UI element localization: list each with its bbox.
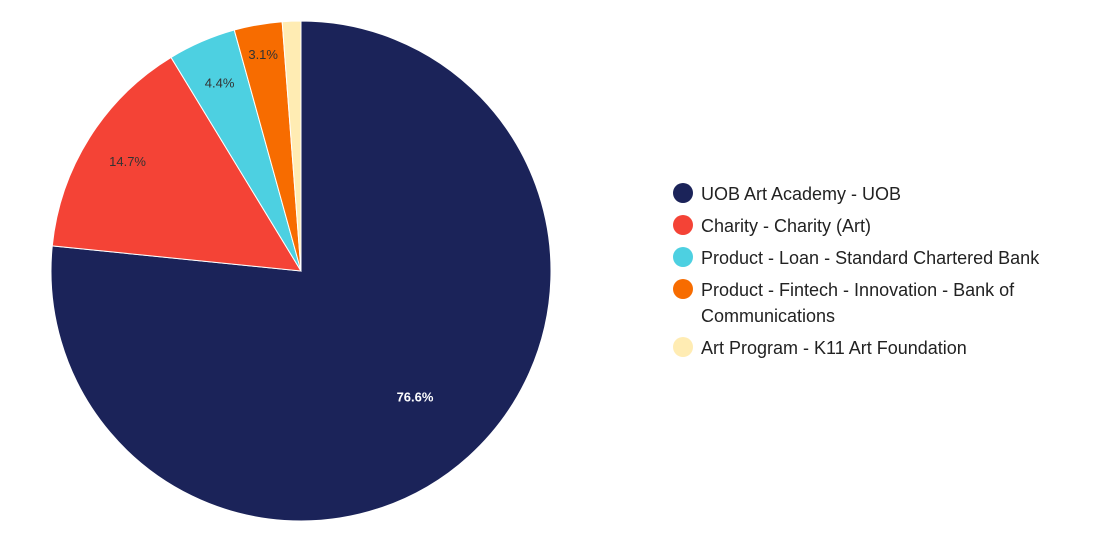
- legend-item-3[interactable]: Product - Fintech - Innovation - Bank of…: [673, 277, 1083, 329]
- legend-item-4[interactable]: Art Program - K11 Art Foundation: [673, 335, 1083, 361]
- legend-label: Charity - Charity (Art): [701, 216, 872, 236]
- legend-marker: [673, 215, 693, 235]
- pie-slice-4[interactable]: [281, 20, 302, 272]
- slice-label-3: 3.1%: [248, 47, 278, 62]
- slice-label-1: 14.7%: [109, 154, 146, 169]
- legend-label: UOB Art Academy - UOB: [701, 184, 902, 204]
- legend-item-1[interactable]: Charity - Charity (Art): [673, 213, 1083, 239]
- legend-item-0[interactable]: UOB Art Academy - UOB: [673, 181, 1083, 207]
- pie-chart: 76.6% 14.7% 4.4% 3.1%: [50, 20, 552, 522]
- pie-slice-1[interactable]: [51, 56, 302, 272]
- legend-item-2[interactable]: Product - Loan - Standard Chartered Bank: [673, 245, 1083, 271]
- legend-marker: [673, 337, 693, 357]
- legend-marker: [673, 247, 693, 267]
- legend-label: Product - Loan - Standard Chartered Bank: [701, 248, 1040, 268]
- slice-label-0: 76.6%: [397, 390, 434, 405]
- legend-label: Art Program - K11 Art Foundation: [701, 338, 967, 358]
- legend-marker: [673, 279, 693, 299]
- legend-label: Product - Fintech - Innovation - Bank of…: [701, 280, 1015, 326]
- legend-marker: [673, 183, 693, 203]
- slice-label-2: 4.4%: [205, 75, 235, 90]
- legend: UOB Art Academy - UOB Charity - Charity (…: [673, 181, 1083, 367]
